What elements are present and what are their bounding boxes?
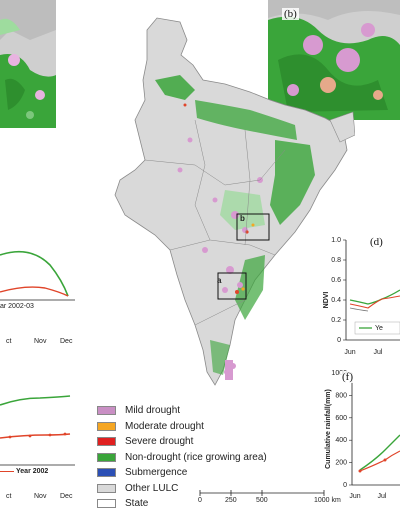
- legend-item-submergence: Submergence: [97, 465, 302, 481]
- tick-2: Dec: [60, 493, 73, 500]
- left-bottom-legend: Year 2002: [0, 468, 48, 475]
- legend-item-other-lulc: Other LULC: [97, 481, 302, 497]
- legend-item-mild-drought: Mild drought: [97, 403, 302, 419]
- tick-2: Dec: [60, 338, 73, 345]
- left-bottom-xticks: ct Nov Dec: [0, 493, 90, 505]
- legend-swatch: [97, 468, 116, 478]
- map-box-a-label: a: [217, 276, 222, 285]
- legend-item-non-drought: Non-drought (rice growing area): [97, 450, 302, 466]
- tick-0: ct: [6, 338, 12, 345]
- legend-item-moderate-drought: Moderate drought: [97, 419, 302, 435]
- legend-swatch: [97, 421, 116, 431]
- legend-label: Non-drought (rice growing area): [125, 451, 267, 463]
- panel-d-ylabel: NDVI: [323, 292, 330, 309]
- left-top-chart: ar 2002-03: [0, 240, 90, 320]
- legend-item-state: State: [97, 496, 302, 512]
- scale-label-500: 500: [256, 497, 268, 504]
- xtick-1: Jul: [378, 493, 387, 500]
- panel-b-label: (b): [282, 8, 299, 20]
- island-marker: [225, 360, 233, 380]
- xtick-0: Jun: [344, 349, 355, 356]
- ytick-1: 0.8: [331, 257, 341, 264]
- legend-label: Moderate drought: [125, 420, 204, 432]
- legend-label: Mild drought: [125, 405, 181, 417]
- left-bottom-chart: Year 2002: [0, 380, 90, 480]
- xtick-1: Jul: [374, 349, 383, 356]
- tick-1: Nov: [34, 493, 47, 500]
- legend-swatch: [97, 452, 116, 462]
- ytick-4: 200: [335, 460, 347, 467]
- legend-item-severe-drought: Severe drought: [97, 434, 302, 450]
- legend-label: Other LULC: [125, 482, 179, 494]
- left-top-xticks: ct Nov Dec: [0, 338, 90, 350]
- scale-label-1000: 1000 km: [314, 497, 341, 504]
- ytick-2: 0.6: [331, 277, 341, 284]
- ytick-5: 0: [343, 482, 347, 489]
- ytick-1: 800: [335, 392, 347, 399]
- scale-label-250: 250: [225, 497, 237, 504]
- scale-label-0: 0: [198, 497, 202, 504]
- ytick-0: 1000: [331, 370, 347, 377]
- legend-swatch: [97, 483, 116, 493]
- panel-f-ylabel: Cumulative rainfall(mm): [325, 389, 332, 469]
- ytick-3: 0.4: [331, 297, 341, 304]
- panel-d-chart: (d) 1.0 0.8 0.6 0.4 0.2 0 NDVI Ye Jun Ju…: [320, 232, 400, 362]
- inset-map-a: [0, 0, 56, 128]
- legend-swatch: [97, 406, 116, 416]
- inset-map-b: (b): [268, 0, 400, 120]
- panel-f-label: (f): [340, 371, 355, 383]
- india-map: b a: [85, 0, 355, 400]
- legend-swatch: [97, 437, 116, 447]
- legend-swatch: [97, 499, 116, 509]
- ytick-0: 1.0: [331, 237, 341, 244]
- legend-label: Submergence: [125, 467, 188, 479]
- ytick-3: 400: [335, 437, 347, 444]
- map-legend: Mild drought Moderate drought Severe dro…: [97, 403, 302, 512]
- left-top-legend: ar 2002-03: [0, 303, 34, 310]
- legend-label: State: [125, 498, 149, 510]
- legend-label: Severe drought: [125, 436, 194, 448]
- panel-d-label: (d): [368, 236, 385, 248]
- map-box-b-label: b: [240, 214, 245, 223]
- ytick-2: 600: [335, 415, 347, 422]
- tick-0: ct: [6, 493, 12, 500]
- ytick-4: 0.2: [331, 317, 341, 324]
- xtick-0: Jun: [349, 493, 360, 500]
- panel-f-chart: 1000 800 600 400 200 0 Cumulative rainfa…: [320, 365, 400, 516]
- tick-1: Nov: [34, 338, 47, 345]
- panel-d-legend: Ye: [375, 325, 383, 332]
- scale-bar: 0 250 500 1000 km: [196, 488, 346, 510]
- ytick-5: 0: [337, 337, 341, 344]
- left-bottom-legend-label: Year 2002: [16, 468, 49, 475]
